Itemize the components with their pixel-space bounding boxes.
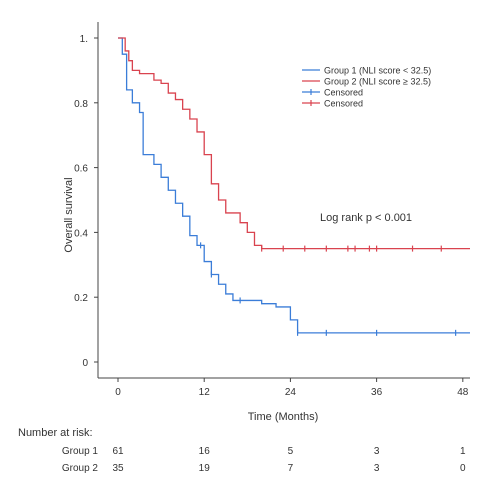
risk-table-value: 5 <box>288 446 294 457</box>
series-layer <box>118 37 470 336</box>
x-tick-label: 0 <box>115 387 121 398</box>
risk-table-value: 16 <box>199 446 211 457</box>
legend-label: Group 1 (NLI score < 32.5) <box>324 66 431 76</box>
risk-table: Number at risk: Group 1 61 16 5 3 1 Group 2 35 1… <box>18 427 466 474</box>
x-tick-label: 24 <box>285 387 297 398</box>
x-axis-label: Time (Months) <box>248 411 319 423</box>
y-tick-label: 0.2 <box>74 293 88 304</box>
risk-table-value: 19 <box>199 463 211 474</box>
x-tick-label: 48 <box>457 387 469 398</box>
legend-label: Censored <box>324 99 363 109</box>
risk-table-value: 35 <box>112 463 124 474</box>
risk-table-value: 1 <box>460 446 466 457</box>
risk-table-row-label: Group 1 <box>62 446 99 457</box>
y-axis-label: Overall survival <box>63 177 75 252</box>
y-tick-label: 1. <box>80 34 88 45</box>
risk-table-value: 7 <box>288 463 294 474</box>
risk-table-value: 61 <box>112 446 124 457</box>
x-tick-label: 36 <box>371 387 383 398</box>
x-tick-label: 12 <box>199 387 211 398</box>
legend: Group 1 (NLI score < 32.5)Group 2 (NLI s… <box>302 66 431 109</box>
series-line-group-2 <box>118 37 470 250</box>
legend-label: Group 2 (NLI score ≥ 32.5) <box>324 77 431 87</box>
risk-table-value: 0 <box>460 463 466 474</box>
axes: 0 0.2 0.4 0.6 0.8 1. 0 12 24 36 48 <box>74 22 470 398</box>
risk-table-value: 3 <box>374 463 380 474</box>
risk-table-value: 3 <box>374 446 380 457</box>
y-tick-label: 0 <box>82 358 88 369</box>
y-tick-label: 0.8 <box>74 99 88 110</box>
y-tick-label: 0.4 <box>74 228 88 239</box>
risk-table-title: Number at risk: <box>18 427 93 439</box>
legend-label: Censored <box>324 88 363 98</box>
y-tick-label: 0.6 <box>74 164 88 175</box>
series-line-group-1 <box>118 37 470 334</box>
risk-table-row-label: Group 2 <box>62 463 99 474</box>
log-rank-annotation: Log rank p < 0.001 <box>320 212 412 224</box>
